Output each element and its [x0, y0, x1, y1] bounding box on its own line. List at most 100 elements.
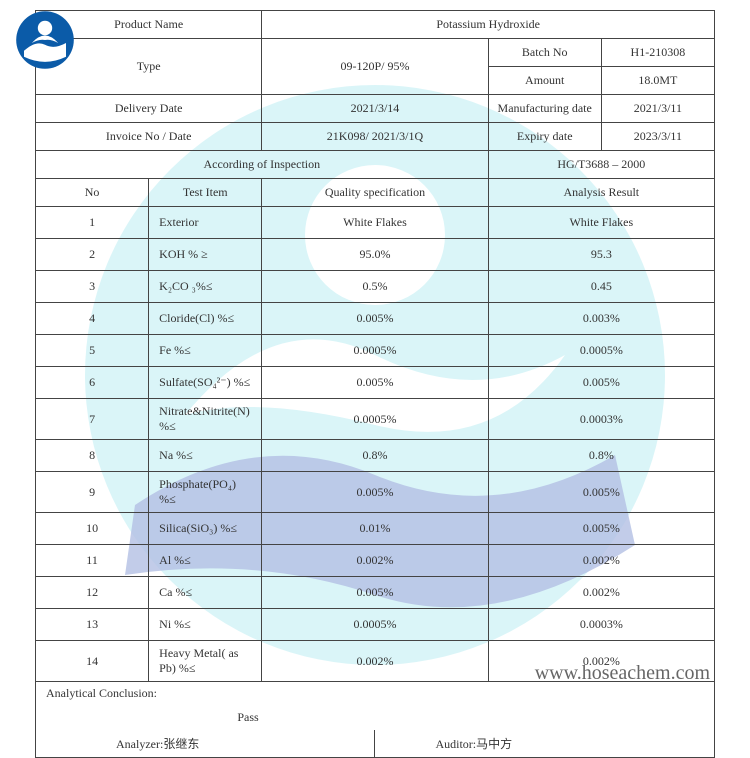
row-spec: 0.005%: [262, 367, 488, 399]
row-result: White Flakes: [488, 207, 714, 239]
row-result: 0.0003%: [488, 609, 714, 641]
row-no: 6: [36, 367, 149, 399]
table-row: 13Ni %≤0.0005%0.0003%: [36, 609, 715, 641]
row-result: 0.8%: [488, 440, 714, 472]
row-item: Na %≤: [149, 440, 262, 472]
analyzer-label: Analyzer:: [116, 737, 163, 751]
row-result: 95.3: [488, 239, 714, 271]
expiry-value: 2023/3/11: [601, 123, 714, 151]
row-item: Sulfate(SO₄²⁻) %≤: [149, 367, 262, 399]
table-row: 7Nitrate&Nitrite(N) %≤0.0005%0.0003%: [36, 399, 715, 440]
row-spec: 0.002%: [262, 641, 488, 682]
batch-no-label: Batch No: [488, 39, 601, 67]
row-item: Silica(SiO₃) %≤: [149, 513, 262, 545]
table-row: 2KOH % ≥95.0%95.3: [36, 239, 715, 271]
row-item: Nitrate&Nitrite(N) %≤: [149, 399, 262, 440]
auditor-label: Auditor:: [435, 737, 476, 751]
row-result: 0.005%: [488, 513, 714, 545]
row-no: 14: [36, 641, 149, 682]
inspection-std: HG/T3688 – 2000: [488, 151, 714, 179]
analyzer-cell: Analyzer:张继东: [36, 730, 375, 758]
row-spec: 0.0005%: [262, 335, 488, 367]
row-spec: White Flakes: [262, 207, 488, 239]
row-item: Cloride(Cl) %≤: [149, 303, 262, 335]
row-result: 0.0003%: [488, 399, 714, 440]
table-row: 9Phosphate(PO₄) %≤0.005%0.005%: [36, 472, 715, 513]
analyzer-name: 张继东: [163, 737, 199, 751]
table-row: 8Na %≤0.8%0.8%: [36, 440, 715, 472]
delivery-date-label: Delivery Date: [36, 95, 262, 123]
table-row: 11Al %≤0.002%0.002%: [36, 545, 715, 577]
row-result: 0.002%: [488, 545, 714, 577]
row-item: Heavy Metal( as Pb) %≤: [149, 641, 262, 682]
table-row: 10Silica(SiO₃) %≤0.01%0.005%: [36, 513, 715, 545]
watermark-url: www.hoseachem.com: [535, 662, 710, 685]
col-test-item: Test Item: [149, 179, 262, 207]
row-spec: 0.005%: [262, 577, 488, 609]
amount-value: 18.0MT: [601, 67, 714, 95]
col-result: Analysis Result: [488, 179, 714, 207]
row-no: 3: [36, 271, 149, 303]
col-spec: Quality specification: [262, 179, 488, 207]
expiry-label: Expiry date: [488, 123, 601, 151]
table-row: 3K₂CO ₃%≤0.5%0.45: [36, 271, 715, 303]
row-result: 0.003%: [488, 303, 714, 335]
table-row: 4Cloride(Cl) %≤0.005%0.003%: [36, 303, 715, 335]
type-value: 09-120P/ 95%: [262, 39, 488, 95]
row-item: Ni %≤: [149, 609, 262, 641]
row-result: 0.45: [488, 271, 714, 303]
row-no: 13: [36, 609, 149, 641]
row-result: 0.005%: [488, 367, 714, 399]
certificate-table: Product Name Potassium Hydroxide Type 09…: [35, 10, 715, 758]
row-spec: 0.0005%: [262, 399, 488, 440]
conclusion-value: Pass: [36, 705, 715, 730]
corner-logo-icon: [15, 10, 75, 70]
row-no: 10: [36, 513, 149, 545]
table-row: 1ExteriorWhite FlakesWhite Flakes: [36, 207, 715, 239]
row-no: 11: [36, 545, 149, 577]
row-no: 9: [36, 472, 149, 513]
invoice-value: 21K098/ 2021/3/1Q: [262, 123, 488, 151]
row-item: Al %≤: [149, 545, 262, 577]
row-no: 12: [36, 577, 149, 609]
row-item: Fe %≤: [149, 335, 262, 367]
row-spec: 95.0%: [262, 239, 488, 271]
row-no: 1: [36, 207, 149, 239]
row-item: K₂CO ₃%≤: [149, 271, 262, 303]
invoice-label: Invoice No / Date: [36, 123, 262, 151]
table-row: 5Fe %≤0.0005%0.0005%: [36, 335, 715, 367]
row-item: Ca %≤: [149, 577, 262, 609]
auditor-name: 马中方: [476, 737, 512, 751]
row-result: 0.005%: [488, 472, 714, 513]
inspection-label: According of Inspection: [36, 151, 489, 179]
product-name-value: Potassium Hydroxide: [262, 11, 715, 39]
row-item: Phosphate(PO₄) %≤: [149, 472, 262, 513]
mfg-date-label: Manufacturing date: [488, 95, 601, 123]
row-spec: 0.005%: [262, 472, 488, 513]
row-no: 8: [36, 440, 149, 472]
amount-label: Amount: [488, 67, 601, 95]
row-no: 5: [36, 335, 149, 367]
row-spec: 0.005%: [262, 303, 488, 335]
auditor-cell: Auditor:马中方: [375, 730, 715, 758]
row-spec: 0.002%: [262, 545, 488, 577]
row-no: 7: [36, 399, 149, 440]
row-spec: 0.8%: [262, 440, 488, 472]
row-spec: 0.5%: [262, 271, 488, 303]
row-no: 2: [36, 239, 149, 271]
batch-no-value: H1-210308: [601, 39, 714, 67]
row-item: Exterior: [149, 207, 262, 239]
conclusion-label: Analytical Conclusion:: [36, 682, 715, 706]
table-row: 6Sulfate(SO₄²⁻) %≤0.005%0.005%: [36, 367, 715, 399]
row-spec: 0.0005%: [262, 609, 488, 641]
row-item: KOH % ≥: [149, 239, 262, 271]
row-result: 0.0005%: [488, 335, 714, 367]
table-row: 12Ca %≤0.005%0.002%: [36, 577, 715, 609]
row-spec: 0.01%: [262, 513, 488, 545]
delivery-date-value: 2021/3/14: [262, 95, 488, 123]
mfg-date-value: 2021/3/11: [601, 95, 714, 123]
certificate-table-wrapper: Product Name Potassium Hydroxide Type 09…: [0, 0, 750, 758]
row-result: 0.002%: [488, 577, 714, 609]
col-no: No: [36, 179, 149, 207]
row-no: 4: [36, 303, 149, 335]
